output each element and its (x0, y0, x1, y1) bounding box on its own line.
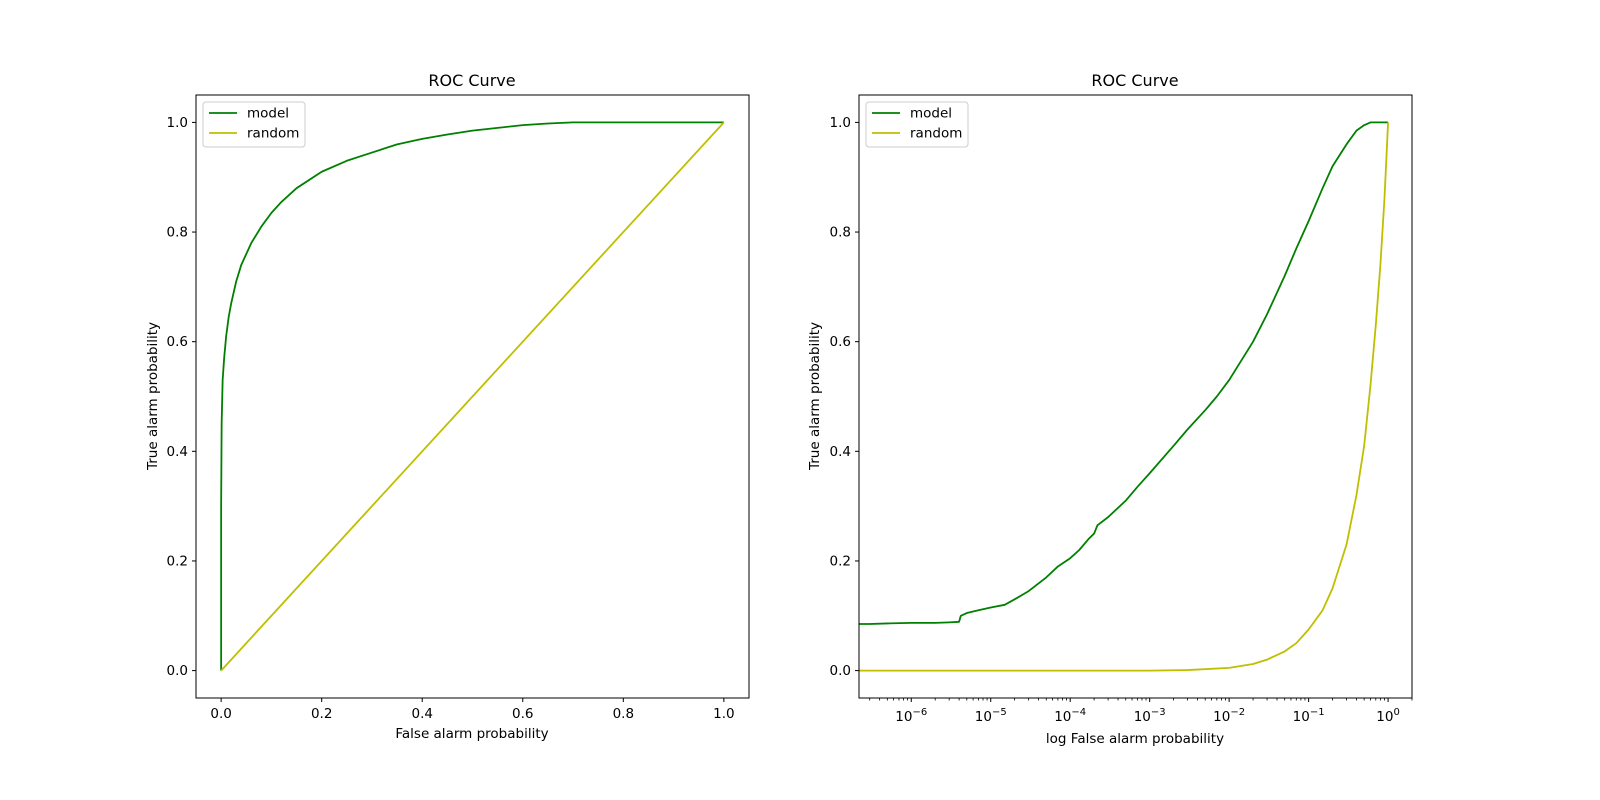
x-tick-label: 10−2 (1213, 707, 1245, 725)
roc-chart-linear: ROC Curve False alarm probability True a… (145, 71, 750, 742)
y-tick-label: 0.6 (830, 334, 851, 350)
x-tick-label: 10−4 (1054, 707, 1086, 725)
legend: model random (202, 101, 306, 148)
legend: model random (865, 101, 969, 148)
x-tick-label: 0.8 (613, 706, 634, 722)
y-tick-label: 0.4 (167, 444, 188, 460)
plot-frame (858, 94, 1413, 699)
chart-title: ROC Curve (428, 71, 515, 90)
x-tick-label: 0.0 (210, 706, 231, 722)
legend-label-random: random (247, 126, 299, 142)
legend-label-model: model (910, 106, 952, 122)
series-line-model (220, 121, 724, 671)
tick-layer: 0.0 0.2 0.4 0.6 0.8 1.0 0.0 0.2 0.4 0.6 0.8 1.0 (167, 115, 735, 722)
y-tick-label: 0.2 (167, 553, 188, 569)
x-tick-label: 0.2 (311, 706, 332, 722)
legend-label-model: model (247, 106, 289, 122)
y-axis-label: True alarm probability (807, 322, 823, 471)
y-axis-label: True alarm probability (145, 322, 161, 471)
x-tick-label: 10−5 (975, 707, 1007, 725)
y-tick-label: 0.0 (830, 663, 851, 679)
x-tick-label: 0.6 (512, 706, 533, 722)
y-tick-label: 0.8 (830, 225, 851, 241)
series-line-model (859, 121, 1389, 625)
x-tick-label: 1.0 (713, 706, 734, 722)
tick-layer: 0.0 0.2 0.4 0.6 0.8 1.0 10−6 10−5 10−4 10−3 10−2 10… (830, 115, 1413, 725)
series-layer (220, 121, 725, 672)
x-tick-label: 10−3 (1134, 707, 1166, 725)
chart-title: ROC Curve (1091, 71, 1178, 90)
x-tick-label: 0.4 (411, 706, 432, 722)
y-tick-label: 1.0 (167, 115, 188, 131)
series-layer (859, 121, 1389, 672)
y-tick-label: 0.6 (167, 334, 188, 350)
series-line-random (859, 122, 1389, 672)
x-axis-label: False alarm probability (395, 726, 548, 742)
y-tick-label: 0.8 (167, 225, 188, 241)
legend-label-random: random (910, 126, 962, 142)
y-tick-label: 1.0 (830, 115, 851, 131)
x-tick-label: 10−6 (895, 707, 927, 725)
y-tick-label: 0.4 (830, 444, 851, 460)
y-tick-label: 0.2 (830, 553, 851, 569)
plot-frame (195, 94, 750, 699)
x-axis-label: log False alarm probability (1046, 731, 1224, 747)
series-line-random (220, 121, 725, 672)
y-tick-label: 0.0 (167, 663, 188, 679)
x-tick-label: 10−1 (1293, 707, 1325, 725)
roc-chart-log: ROC Curve log False alarm probability Tr… (807, 71, 1413, 747)
x-tick-label: 100 (1376, 707, 1400, 725)
